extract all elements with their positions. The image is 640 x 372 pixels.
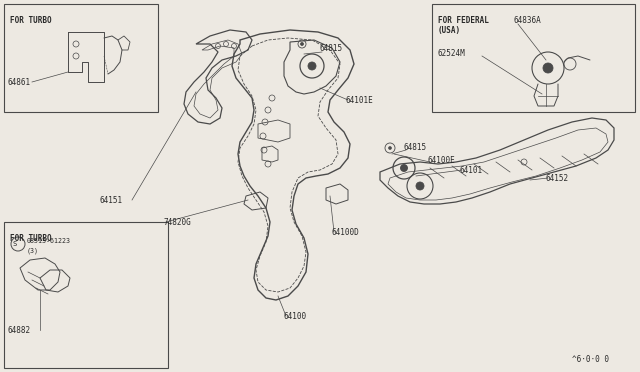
Circle shape (308, 62, 316, 70)
Circle shape (543, 63, 553, 73)
Text: 64101: 64101 (460, 166, 483, 175)
Text: 64151: 64151 (100, 196, 123, 205)
Text: 64152: 64152 (546, 174, 569, 183)
Text: ^6·0·0 0: ^6·0·0 0 (572, 355, 609, 364)
Text: 64836A: 64836A (514, 16, 541, 25)
Bar (432, 4, 635, 112)
Text: FOR TURBO: FOR TURBO (10, 16, 52, 25)
Text: (USA): (USA) (438, 26, 461, 35)
Circle shape (388, 147, 392, 150)
Text: 64100E: 64100E (428, 156, 456, 165)
Text: 64101E: 64101E (346, 96, 374, 105)
Text: 64100D: 64100D (332, 228, 360, 237)
Bar (4, 222, 168, 368)
Text: 64100: 64100 (284, 312, 307, 321)
Text: FOR FEDERAL: FOR FEDERAL (438, 16, 489, 25)
Bar (4, 4, 158, 112)
Text: 08513-61223: 08513-61223 (27, 238, 71, 244)
Circle shape (401, 164, 408, 171)
Text: FOR TURBO: FOR TURBO (10, 234, 52, 243)
Text: S: S (13, 241, 17, 247)
Circle shape (301, 42, 303, 45)
Text: 64815: 64815 (404, 143, 427, 152)
Text: 74820G: 74820G (164, 218, 192, 227)
Text: 64882: 64882 (8, 326, 31, 335)
Text: 62524M: 62524M (438, 49, 466, 58)
Text: 64861: 64861 (8, 78, 31, 87)
Text: (3): (3) (27, 248, 39, 254)
Circle shape (416, 182, 424, 190)
Text: 64815: 64815 (320, 44, 343, 53)
